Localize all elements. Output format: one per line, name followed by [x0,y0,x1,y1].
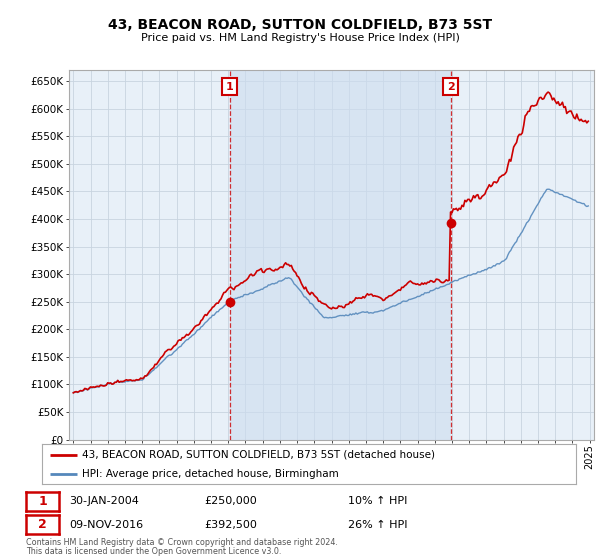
Text: 10% ↑ HPI: 10% ↑ HPI [348,496,407,506]
Text: £250,000: £250,000 [204,496,257,506]
Text: 09-NOV-2016: 09-NOV-2016 [69,520,143,530]
Text: £392,500: £392,500 [204,520,257,530]
Bar [230,70,451,440]
Text: 43, BEACON ROAD, SUTTON COLDFIELD, B73 5ST (detached house): 43, BEACON ROAD, SUTTON COLDFIELD, B73 5… [82,450,435,460]
Text: 1: 1 [38,494,47,508]
Text: HPI: Average price, detached house, Birmingham: HPI: Average price, detached house, Birm… [82,469,339,479]
Text: Contains HM Land Registry data © Crown copyright and database right 2024.: Contains HM Land Registry data © Crown c… [26,539,338,548]
Text: 26% ↑ HPI: 26% ↑ HPI [348,520,407,530]
Text: 43, BEACON ROAD, SUTTON COLDFIELD, B73 5ST: 43, BEACON ROAD, SUTTON COLDFIELD, B73 5… [108,18,492,32]
Text: This data is licensed under the Open Government Licence v3.0.: This data is licensed under the Open Gov… [26,548,282,557]
Text: 1: 1 [226,82,233,91]
Text: 2: 2 [446,82,454,91]
Text: Price paid vs. HM Land Registry's House Price Index (HPI): Price paid vs. HM Land Registry's House … [140,33,460,43]
Text: 2: 2 [38,518,47,531]
Text: 30-JAN-2004: 30-JAN-2004 [69,496,139,506]
